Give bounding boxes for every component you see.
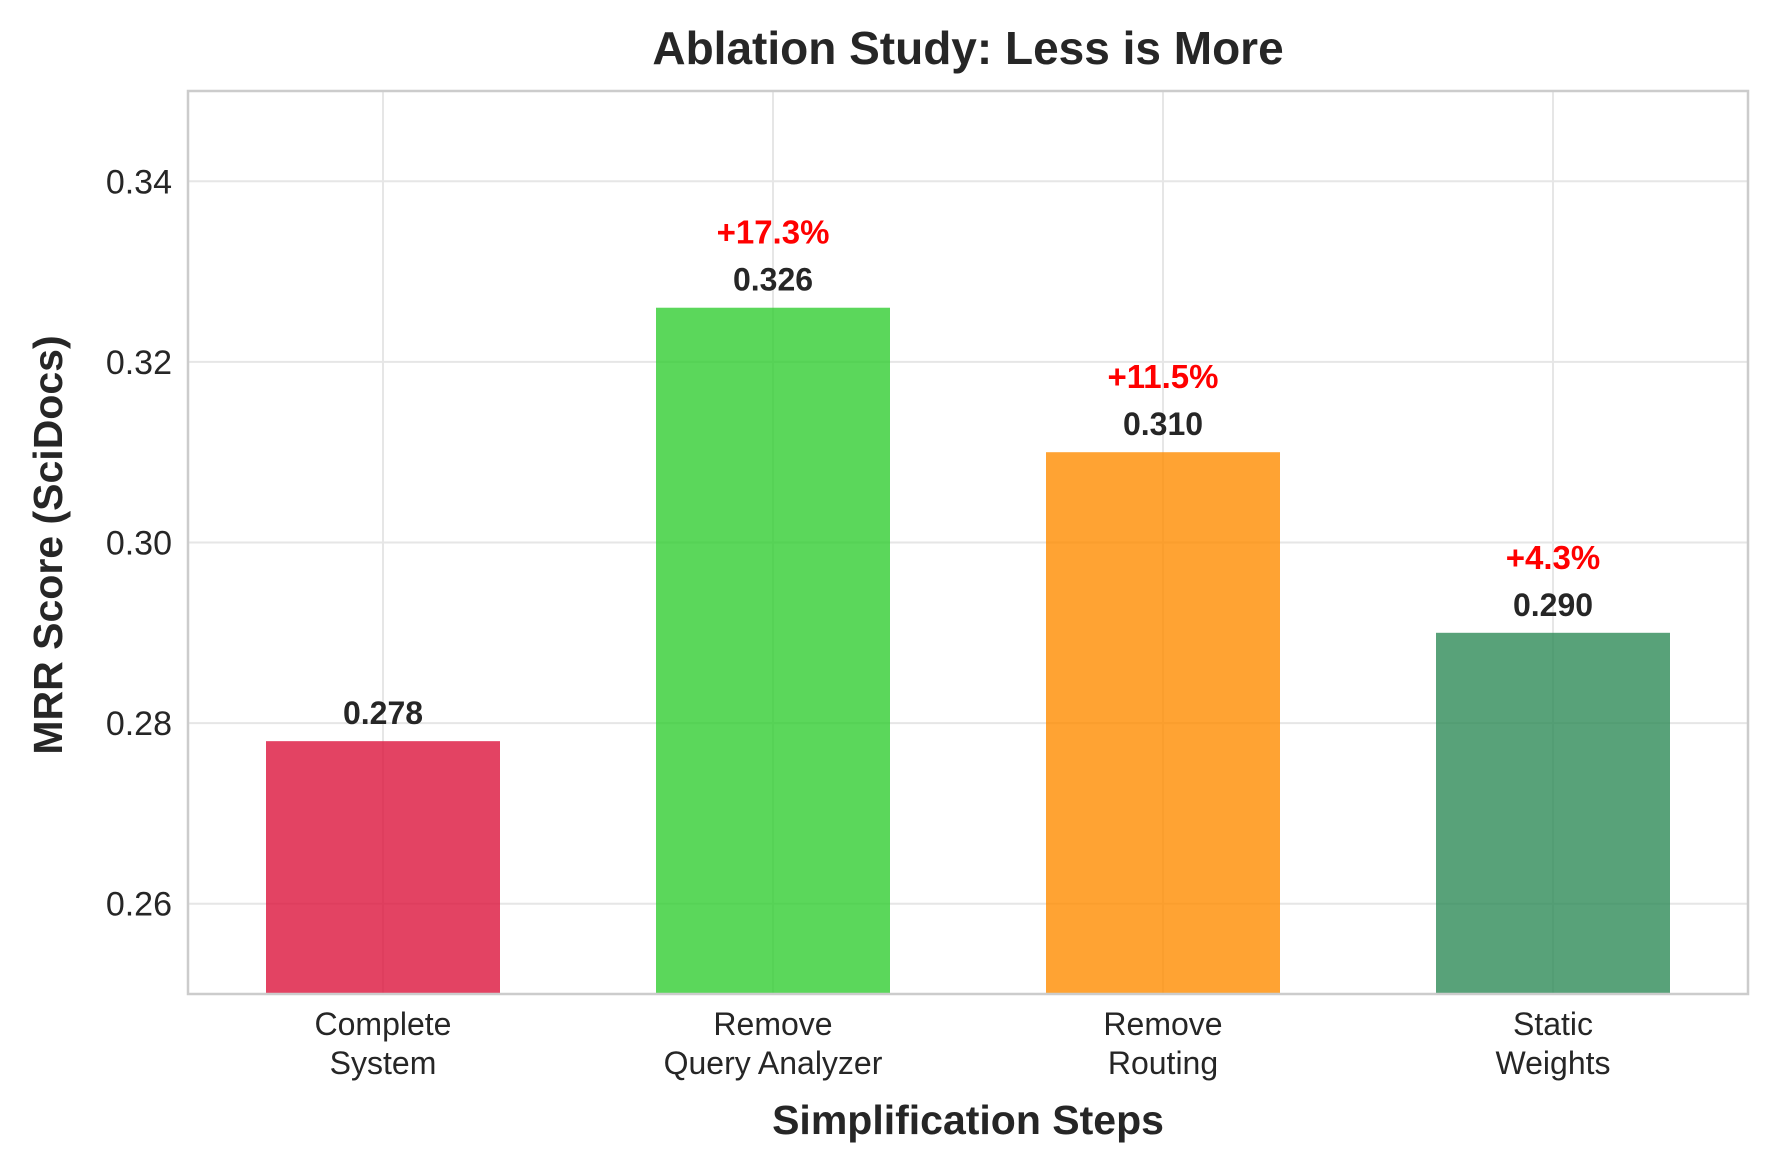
x-tick-label: Routing (1108, 1045, 1218, 1081)
chart-title: Ablation Study: Less is More (652, 22, 1283, 74)
y-tick-label: 0.30 (106, 525, 172, 563)
x-tick-label: Query Analyzer (664, 1045, 883, 1081)
bar (656, 307, 890, 995)
improvement-label: +4.3% (1506, 539, 1601, 576)
bar-value-label: 0.310 (1123, 406, 1203, 442)
bar (1046, 452, 1280, 994)
bars-layer (266, 307, 1670, 995)
x-tick-label: System (330, 1045, 437, 1081)
x-tick-label: Remove (713, 1006, 832, 1042)
plot-frame (186, 89, 1750, 996)
x-tick-label: Remove (1103, 1006, 1222, 1042)
labels-layer: 0.278 0.326 +17.3% 0.310 +11.5% 0.290 +4.3% (343, 214, 1600, 731)
bar (1436, 632, 1670, 994)
x-tick-label: Static (1513, 1006, 1593, 1042)
x-tick-label: Complete (315, 1006, 452, 1042)
x-axis-label: Simplification Steps (772, 1097, 1164, 1143)
bar-value-label: 0.290 (1513, 587, 1593, 623)
x-tick-label: Weights (1495, 1045, 1610, 1081)
bar-value-label: 0.278 (343, 695, 423, 731)
y-tick-label: 0.28 (106, 705, 172, 743)
bar-value-label: 0.326 (733, 262, 813, 298)
grid-layer (188, 91, 1748, 994)
improvement-label: +11.5% (1107, 358, 1218, 395)
y-tick-label: 0.34 (106, 163, 172, 201)
bar (266, 741, 500, 994)
improvement-label: +17.3% (717, 214, 830, 251)
y-tick-label: 0.26 (106, 886, 172, 924)
y-axis-label: MRR Score (SciDocs) (25, 335, 71, 754)
y-tick-label: 0.32 (106, 344, 172, 382)
